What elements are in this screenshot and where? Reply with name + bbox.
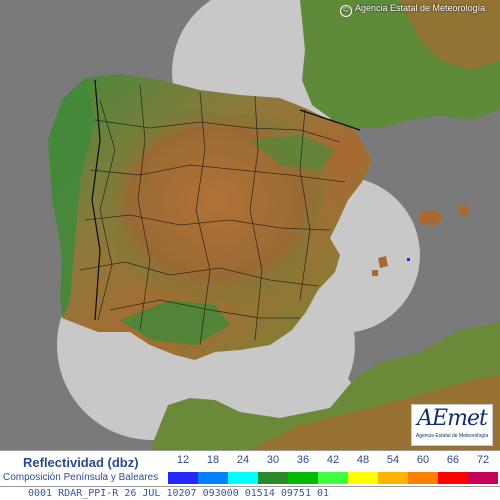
legend-tick-label: 72 (476, 454, 490, 466)
legend-color-bin (228, 472, 258, 484)
legend-color-bin (348, 472, 378, 484)
legend-title: Reflectividad (dbz) (23, 455, 139, 470)
legend-tick-label: 24 (236, 454, 250, 466)
aemet-logo-subtitle: Agencia Estatal de Meteorología (415, 433, 489, 439)
legend-tick-label: 30 (266, 454, 280, 466)
legend-tick-label: 36 (296, 454, 310, 466)
radar-composite-map (48, 0, 500, 450)
legend-tick-label: 54 (386, 454, 400, 466)
balearic-islands (372, 205, 470, 276)
legend-tick-label: 18 (206, 454, 220, 466)
legend-color-bin (468, 472, 498, 484)
legend-tick-label: 48 (356, 454, 370, 466)
copyright-notice: © Agencia Estatal de Meteorología (340, 3, 485, 17)
legend-tick-label: 60 (416, 454, 430, 466)
legend-color-bin (258, 472, 288, 484)
reflectivity-legend: Reflectividad (dbz) Composición Penínsul… (0, 450, 500, 487)
legend-color-bin (168, 472, 198, 484)
product-status-line: 0001 RDAR_PPI-R 26 JUL 10207 093000 0151… (0, 486, 500, 500)
legend-color-bin (198, 472, 228, 484)
province-borders (79, 84, 346, 346)
aemet-logo-brand: AEmet (417, 406, 488, 431)
legend-tick-label: 42 (326, 454, 340, 466)
country-borders (91, 79, 361, 321)
aemet-logo: AEmet Agencia Estatal de Meteorología (411, 404, 493, 446)
legend-color-bin (318, 472, 348, 484)
copyright-icon: © (340, 5, 352, 17)
legend-color-bin (288, 472, 318, 484)
legend-subtitle: Composición Península y Baleares (3, 472, 159, 483)
legend-color-bin (438, 472, 468, 484)
legend-color-bin (408, 472, 438, 484)
radar-echo (407, 258, 410, 261)
legend-tick-label: 66 (446, 454, 460, 466)
legend-color-bin (378, 472, 408, 484)
legend-tick-label: 12 (176, 454, 190, 466)
